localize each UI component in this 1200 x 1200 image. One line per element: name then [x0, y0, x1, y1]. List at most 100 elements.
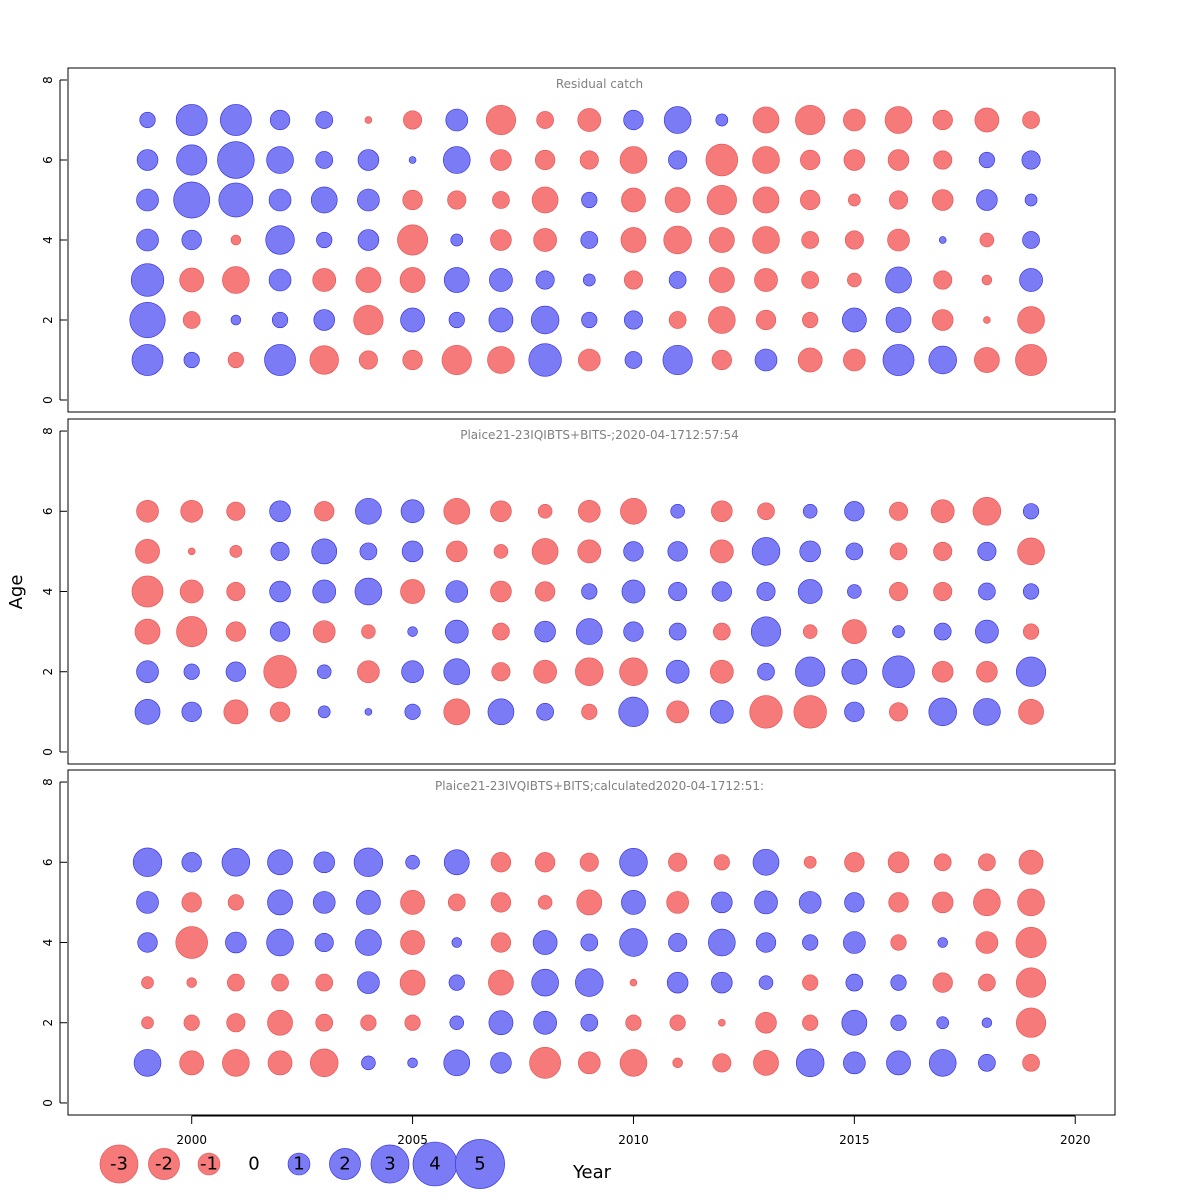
positive-residual-bubble [267, 849, 293, 876]
panel-title: Plaice21-23IQIBTS+BITS-;2020-04-1712:57:… [460, 428, 739, 442]
positive-residual-bubble [230, 314, 242, 326]
negative-residual-bubble [931, 309, 954, 331]
positive-residual-bubble [315, 111, 334, 129]
negative-residual-bubble [447, 893, 466, 912]
positive-residual-bubble [937, 937, 948, 948]
negative-residual-bubble [708, 267, 735, 293]
negative-residual-bubble [534, 581, 556, 602]
positive-residual-bubble [668, 622, 687, 641]
negative-residual-bubble [446, 540, 468, 563]
negative-residual-bubble [537, 504, 553, 519]
negative-residual-bubble [581, 703, 598, 720]
positive-residual-bubble [265, 225, 295, 255]
y-tick-label: 2 [41, 316, 55, 324]
positive-residual-bubble [1019, 268, 1043, 292]
negative-residual-bubble [983, 316, 991, 324]
positive-residual-bubble [404, 703, 421, 720]
negative-residual-bubble [752, 186, 780, 214]
negative-residual-bubble [619, 146, 648, 174]
negative-residual-bubble [179, 1050, 205, 1076]
positive-residual-bubble [928, 1049, 957, 1077]
negative-residual-bubble [666, 891, 689, 914]
positive-residual-bubble [442, 146, 471, 174]
positive-residual-bubble [754, 348, 778, 372]
positive-residual-bubble [359, 542, 378, 561]
negative-residual-bubble [844, 852, 865, 873]
negative-residual-bubble [183, 1014, 200, 1031]
positive-residual-bubble [266, 928, 294, 957]
positive-residual-bubble [528, 343, 562, 377]
y-tick-label: 2 [41, 668, 55, 676]
negative-residual-bubble [533, 659, 557, 684]
positive-residual-bubble [581, 311, 598, 329]
positive-residual-bubble [668, 932, 688, 953]
y-tick-label: 0 [41, 1099, 55, 1107]
y-tick-label: 0 [41, 748, 55, 756]
positive-residual-bubble [623, 621, 644, 642]
positive-residual-bubble [316, 664, 332, 679]
negative-residual-bubble [267, 1009, 293, 1036]
negative-residual-bubble [490, 149, 512, 171]
negative-residual-bubble [490, 500, 512, 523]
positive-residual-bubble [317, 705, 331, 719]
negative-residual-bubble [669, 1014, 686, 1031]
positive-residual-bubble [134, 699, 161, 725]
positive-residual-bubble [892, 625, 905, 638]
positive-residual-bubble [663, 106, 692, 134]
negative-residual-bubble [402, 349, 423, 371]
negative-residual-bubble [755, 1011, 777, 1034]
negative-residual-bubble [847, 272, 862, 288]
negative-residual-bubble [1022, 111, 1040, 129]
negative-residual-bubble [932, 972, 953, 993]
positive-residual-bubble [581, 583, 598, 600]
legend-label: -3 [110, 1154, 128, 1175]
negative-residual-bubble [974, 347, 1000, 373]
negative-residual-bubble [531, 186, 559, 214]
positive-residual-bubble [268, 188, 292, 212]
positive-residual-bubble [752, 848, 780, 876]
legend-bubble [329, 1148, 361, 1180]
negative-residual-bubble [933, 541, 953, 561]
negative-residual-bubble [706, 184, 737, 216]
negative-residual-bubble [757, 502, 775, 521]
negative-residual-bubble [974, 107, 1000, 133]
positive-residual-bubble [750, 616, 782, 647]
positive-residual-bubble [267, 889, 293, 916]
negative-residual-bubble [226, 1013, 246, 1033]
negative-residual-bubble [176, 616, 208, 648]
negative-residual-bubble [135, 539, 160, 564]
positive-residual-bubble [885, 266, 912, 294]
negative-residual-bubble [579, 150, 599, 170]
positive-residual-bubble [928, 345, 957, 375]
negative-residual-bubble [490, 932, 512, 953]
positive-residual-bubble [269, 621, 291, 642]
positive-residual-bubble [443, 1049, 471, 1077]
negative-residual-bubble [577, 108, 602, 132]
negative-residual-bubble [625, 1014, 642, 1031]
legend-item: 3 [370, 1144, 410, 1184]
positive-residual-bubble [448, 311, 465, 329]
negative-residual-bubble [315, 1013, 334, 1032]
positive-residual-bubble [670, 504, 685, 519]
panels-layer: Residual catch 0 2 4 6 8 Plaice21-23IQIBTS+BIT… [41, 67, 1116, 1116]
negative-residual-bubble [933, 270, 953, 290]
positive-residual-bubble [405, 855, 420, 870]
negative-residual-bubble [933, 853, 952, 872]
positive-residual-bubble [715, 113, 729, 127]
negative-residual-bubble [843, 348, 866, 372]
negative-residual-bubble [753, 1050, 779, 1076]
panel-1: Residual catch 0 2 4 6 8 [41, 67, 1116, 413]
positive-residual-bubble [536, 703, 554, 721]
negative-residual-bubble [972, 497, 1002, 526]
positive-residual-bubble [711, 891, 733, 914]
positive-residual-bubble [354, 577, 383, 606]
positive-residual-bubble [842, 307, 867, 333]
positive-residual-bubble [355, 929, 382, 956]
positive-residual-bubble [361, 1055, 376, 1071]
negative-residual-bubble [485, 104, 516, 136]
positive-residual-bubble [1022, 583, 1040, 600]
negative-residual-bubble [890, 934, 907, 951]
negative-residual-bubble [933, 581, 953, 602]
positive-residual-bubble [890, 1014, 907, 1031]
